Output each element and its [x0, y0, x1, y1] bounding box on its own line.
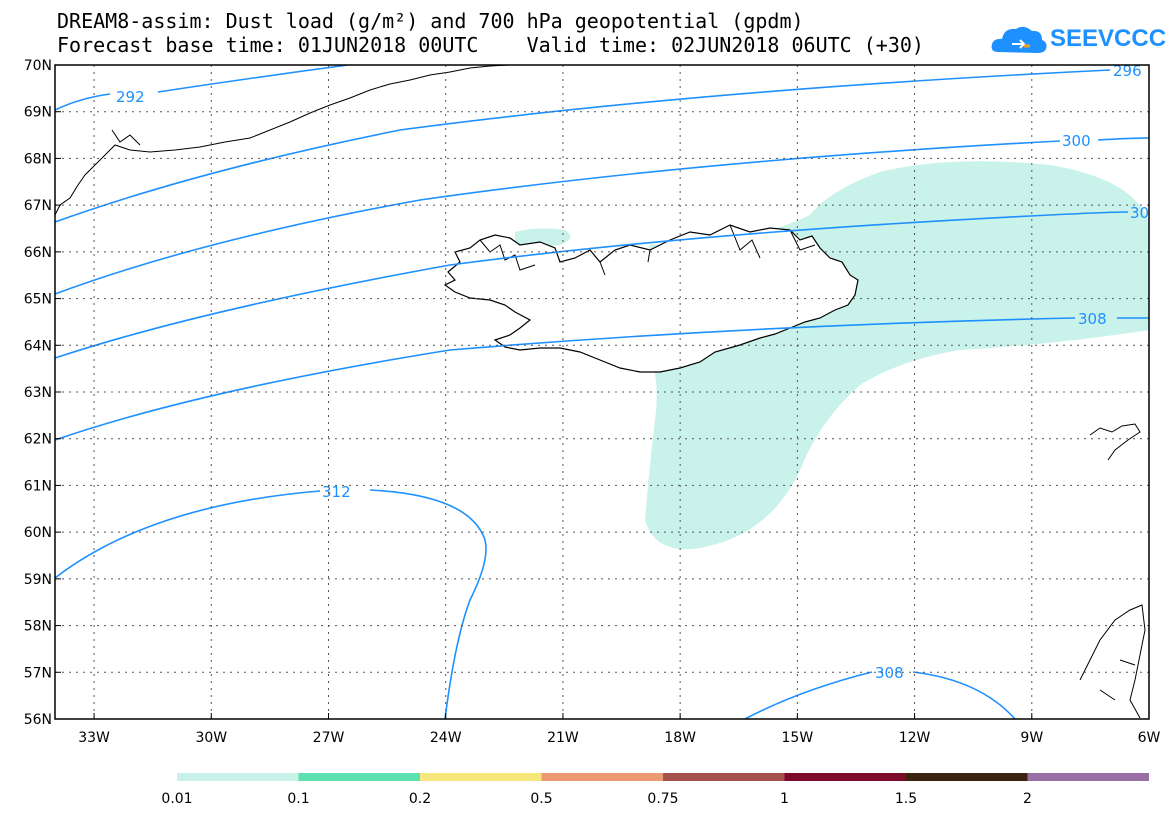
lat-tick-label: 64N — [24, 338, 52, 354]
map-title-line1: DREAM8-assim: Dust load (g/m²) and 700 h… — [57, 9, 804, 33]
faroe-coastline — [1089, 423, 1141, 461]
lat-tick-label: 62N — [24, 432, 52, 448]
lat-tick-label: 57N — [24, 665, 52, 681]
lon-tick-label: 18W — [664, 730, 696, 746]
legend-swatch — [420, 773, 542, 781]
logo-text: SEEVCCC — [1050, 25, 1167, 52]
contour-308 — [55, 317, 1149, 441]
lat-tick-label: 58N — [24, 619, 52, 635]
contour-label-308: 308 — [1078, 310, 1107, 328]
lon-tick-label: 6W — [1138, 730, 1161, 746]
lon-tick-label: 24W — [430, 730, 462, 746]
legend-swatch — [1027, 773, 1149, 781]
contour-label-304: 304 — [1130, 204, 1159, 222]
contour-label-292: 292 — [116, 88, 145, 106]
lon-tick-label: 21W — [547, 730, 579, 746]
contour-312 — [55, 489, 487, 719]
geopotential-contours — [55, 65, 1149, 719]
legend-label: 1 — [780, 791, 789, 807]
map-grid — [55, 64, 1150, 720]
map-frame — [54, 64, 1150, 720]
greenland-coastline — [55, 65, 511, 216]
legend-swatch — [298, 773, 420, 781]
lat-tick-label: 59N — [24, 572, 52, 588]
lat-tick-label: 63N — [24, 385, 52, 401]
legend-swatch — [663, 773, 785, 781]
lon-tick-label: 9W — [1020, 730, 1043, 746]
lon-tick-label: 33W — [78, 730, 110, 746]
axis-labels: 33W 30W 27W 24W 21W 18W 15W 12W 9W 6W 70N 69N 68N 67N… — [24, 58, 1161, 746]
legend-swatch — [784, 773, 906, 781]
cloud-logo-icon — [991, 26, 1047, 53]
legend-label: 0.01 — [161, 791, 192, 807]
scotland-coastline — [1079, 604, 1146, 719]
dust-area-low-west — [515, 228, 571, 248]
legend-label: 0.5 — [530, 791, 552, 807]
legend-label: 0.75 — [647, 791, 678, 807]
dust-legend: 0.01 0.1 0.2 0.5 0.75 1 1.5 2 — [161, 773, 1149, 807]
legend-swatch — [906, 773, 1028, 781]
lat-tick-label: 56N — [24, 712, 52, 728]
lon-tick-label: 12W — [899, 730, 931, 746]
lat-tick-label: 61N — [24, 478, 52, 494]
contour-292 — [55, 65, 349, 111]
contour-label-312: 312 — [322, 483, 351, 501]
lat-tick-label: 60N — [24, 525, 52, 541]
dust-area-low — [645, 161, 1149, 550]
contour-304 — [55, 211, 1129, 359]
legend-swatch — [541, 773, 663, 781]
contour-296 — [55, 69, 1111, 223]
lat-tick-label: 67N — [24, 198, 52, 214]
contour-label-308-south: 308 — [875, 664, 904, 682]
lat-tick-label: 70N — [24, 58, 52, 74]
iceland-fjords — [479, 224, 816, 276]
lat-tick-label: 65N — [24, 292, 52, 308]
legend-label: 0.1 — [287, 791, 309, 807]
lat-tick-label: 66N — [24, 245, 52, 261]
lat-tick-label: 69N — [24, 105, 52, 121]
lat-tick-label: 68N — [24, 151, 52, 167]
legend-label: 1.5 — [895, 791, 917, 807]
lon-tick-label: 27W — [313, 730, 345, 746]
map-title-line2: Forecast base time: 01JUN2018 00UTC Vali… — [57, 33, 924, 57]
legend-label: 2 — [1023, 791, 1032, 807]
contour-300 — [55, 137, 1149, 295]
lon-tick-label: 15W — [782, 730, 814, 746]
legend-swatch — [177, 773, 299, 781]
contour-label-296: 296 — [1113, 62, 1142, 80]
contour-308-south — [744, 671, 1016, 719]
legend-label: 0.2 — [409, 791, 431, 807]
lon-tick-label: 30W — [195, 730, 227, 746]
contour-label-300: 300 — [1062, 132, 1091, 150]
